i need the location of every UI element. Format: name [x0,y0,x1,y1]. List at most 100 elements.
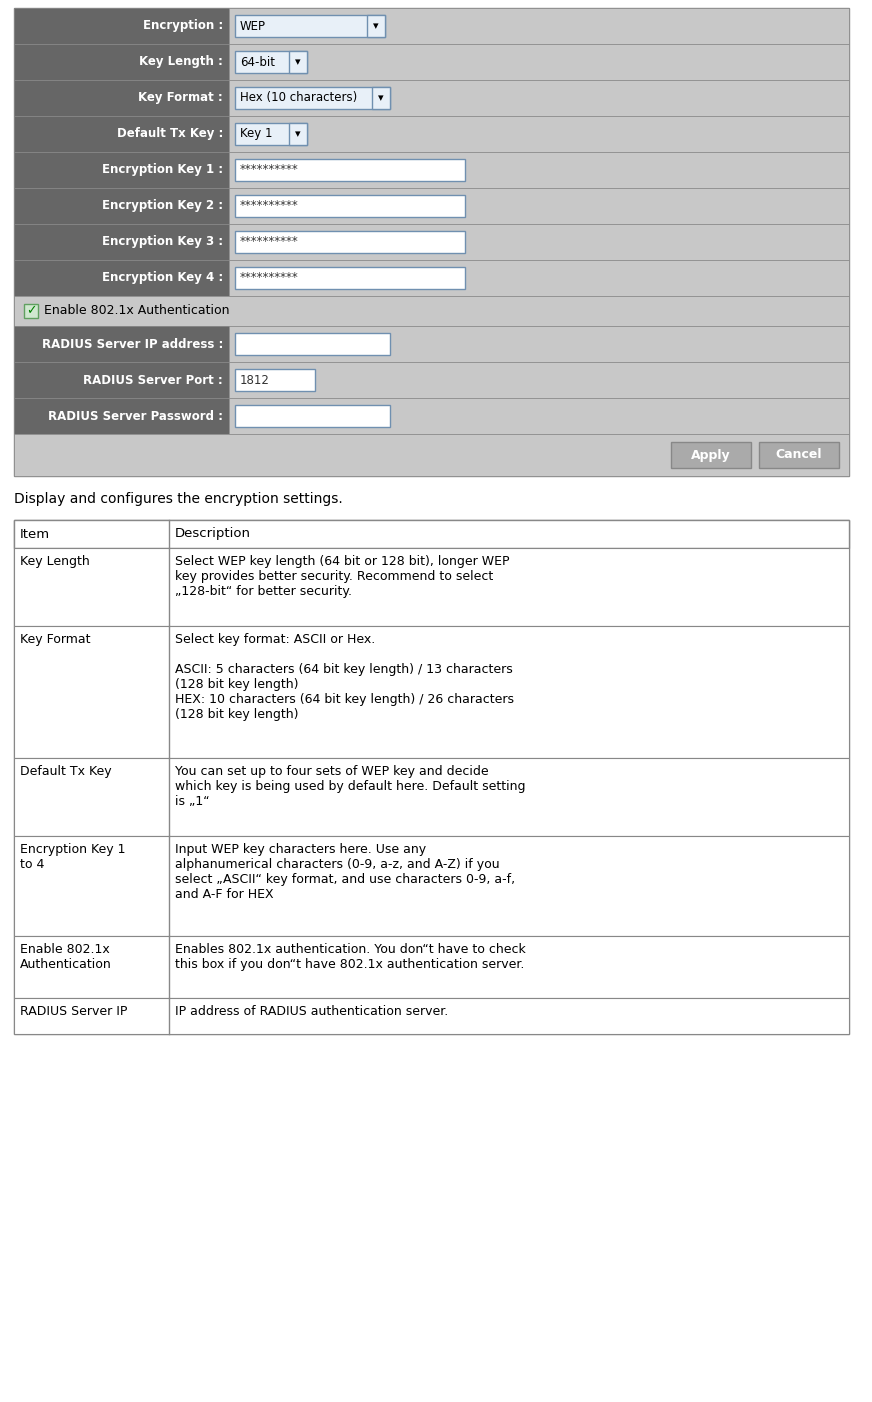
Text: Encryption :: Encryption : [143,20,223,32]
Text: HEX: 10 characters (64 bit key length) / 26 characters: HEX: 10 characters (64 bit key length) /… [175,693,514,707]
Text: Select WEP key length (64 bit or 128 bit), longer WEP: Select WEP key length (64 bit or 128 bit… [175,555,509,568]
Bar [235,158,465,181]
Bar [235,405,390,428]
Text: (128 bit key length): (128 bit key length) [175,679,298,691]
Text: Enables 802.1x authentication. You don“t have to check: Enables 802.1x authentication. You don“t… [175,944,526,956]
Bar [14,520,849,548]
Bar [235,123,307,144]
Bar [235,87,390,109]
Bar [229,80,849,116]
Text: ASCII: 5 characters (64 bit key length) / 13 characters: ASCII: 5 characters (64 bit key length) … [175,663,513,676]
Bar [235,369,315,391]
Bar [372,87,390,109]
Text: Key 1: Key 1 [240,128,272,140]
Bar [229,188,849,224]
Text: 64-bit: 64-bit [240,56,275,69]
Text: Encryption Key 4 :: Encryption Key 4 : [102,272,223,285]
Text: **********: ********** [240,236,299,248]
Text: Authentication: Authentication [20,958,112,972]
Bar [14,151,229,188]
Bar [14,435,849,477]
Text: RADIUS Server Port :: RADIUS Server Port : [83,373,223,387]
Bar [235,15,385,36]
Bar [235,266,465,289]
Bar [24,304,38,318]
Text: Encryption Key 1 :: Encryption Key 1 : [102,164,223,177]
Text: (128 bit key length): (128 bit key length) [175,708,298,721]
Text: **********: ********** [240,164,299,177]
Text: IP address of RADIUS authentication server.: IP address of RADIUS authentication serv… [175,1005,448,1018]
Text: 1812: 1812 [240,373,269,387]
Bar [235,195,465,217]
Bar [367,15,385,36]
Bar [14,758,849,836]
Bar [14,398,229,435]
Bar [229,116,849,151]
Bar [14,937,849,998]
Text: alphanumerical characters (0-9, a-z, and A-Z) if you: alphanumerical characters (0-9, a-z, and… [175,858,500,871]
Bar [229,151,849,188]
Text: to 4: to 4 [20,858,44,871]
Text: ▾: ▾ [296,57,301,67]
Bar [229,259,849,296]
Bar [229,8,849,43]
Bar [14,296,849,327]
Text: **********: ********** [240,272,299,285]
Text: ▾: ▾ [378,93,384,102]
Bar [14,362,229,398]
Text: Encryption Key 1: Encryption Key 1 [20,843,126,857]
Bar [229,43,849,80]
Text: Key Length :: Key Length : [140,56,223,69]
Text: RADIUS Server IP address :: RADIUS Server IP address : [42,338,223,350]
Bar [14,80,229,116]
Text: RADIUS Server Password :: RADIUS Server Password : [48,409,223,422]
Text: Enable 802.1x Authentication: Enable 802.1x Authentication [44,304,229,317]
Text: Cancel: Cancel [776,449,822,461]
Text: Enable 802.1x: Enable 802.1x [20,944,110,956]
Text: is „1“: is „1“ [175,795,209,808]
Text: this box if you don“t have 802.1x authentication server.: this box if you don“t have 802.1x authen… [175,958,524,972]
Bar [14,548,849,627]
Text: Item: Item [20,527,50,541]
Text: Key Format: Key Format [20,632,91,646]
Bar [671,442,751,468]
Text: RADIUS Server IP: RADIUS Server IP [20,1005,127,1018]
Text: select „ASCII“ key format, and use characters 0-9, a-f,: select „ASCII“ key format, and use chara… [175,873,515,886]
Text: ✓: ✓ [26,304,37,317]
Bar [229,327,849,362]
Text: key provides better security. Recommend to select: key provides better security. Recommend … [175,571,494,583]
Text: You can set up to four sets of WEP key and decide: You can set up to four sets of WEP key a… [175,765,488,778]
Text: Encryption Key 2 :: Encryption Key 2 : [102,199,223,213]
Text: ▾: ▾ [373,21,378,31]
Text: Default Tx Key :: Default Tx Key : [117,128,223,140]
Bar [14,116,229,151]
Bar [229,362,849,398]
Text: Hex (10 characters): Hex (10 characters) [240,91,358,105]
Text: Key Length: Key Length [20,555,90,568]
Bar [759,442,839,468]
Text: Key Format :: Key Format : [139,91,223,105]
Text: Encryption Key 3 :: Encryption Key 3 : [102,236,223,248]
Bar [235,50,307,73]
Bar [14,8,229,43]
Text: „128-bit“ for better security.: „128-bit“ for better security. [175,585,352,599]
Bar [14,188,229,224]
Bar [14,836,849,937]
Text: which key is being used by default here. Default setting: which key is being used by default here.… [175,780,526,794]
Bar [14,259,229,296]
Bar [14,327,229,362]
Text: and A-F for HEX: and A-F for HEX [175,887,274,901]
Bar [289,50,307,73]
Bar [14,43,229,80]
Text: **********: ********** [240,199,299,213]
Text: ▾: ▾ [296,129,301,139]
Text: Input WEP key characters here. Use any: Input WEP key characters here. Use any [175,843,426,857]
Bar [235,231,465,252]
Bar [14,8,849,477]
Bar [14,520,849,1035]
Bar [235,334,390,355]
Bar [14,627,849,758]
Bar [14,224,229,259]
Text: WEP: WEP [240,20,266,32]
Text: Display and configures the encryption settings.: Display and configures the encryption se… [14,492,343,506]
